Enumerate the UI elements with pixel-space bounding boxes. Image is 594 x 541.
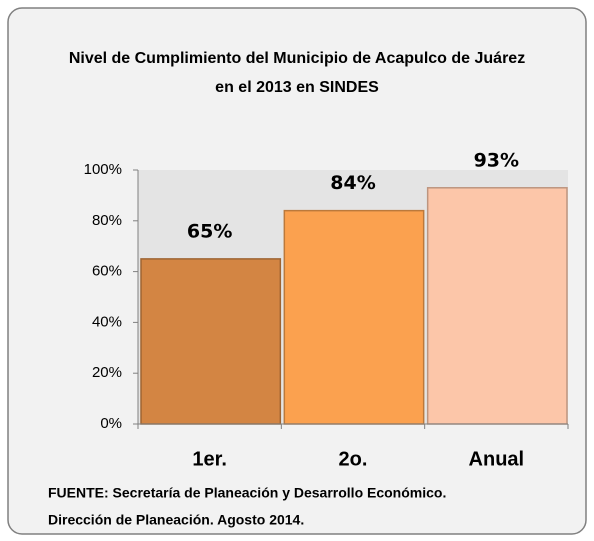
x-tick-label: Anual	[469, 448, 525, 470]
bar	[140, 258, 282, 425]
chart-title: en el 2013 en SINDES	[215, 79, 379, 96]
value-label: 65%	[187, 220, 232, 242]
source: FUENTE: Secretaría de Planeación y Desar…	[48, 485, 446, 501]
y-tick-label: 80%	[92, 212, 122, 229]
x-tick-label: 1er.	[192, 448, 226, 470]
x-tick-label: 2o.	[339, 448, 368, 470]
y-tick-label: 40%	[92, 313, 122, 330]
source: Dirección de Planeación. Agosto 2014.	[48, 512, 304, 528]
y-tick-label: 20%	[92, 364, 122, 381]
y-tick-label: 100%	[84, 161, 122, 178]
bar	[283, 209, 425, 425]
value-label: 93%	[474, 149, 519, 171]
bar	[426, 187, 568, 425]
chart-title: Nivel de Cumplimiento del Municipio de A…	[69, 50, 525, 67]
y-tick-label: 60%	[92, 263, 122, 280]
y-tick-label: 0%	[100, 415, 122, 432]
value-label: 84%	[330, 172, 375, 194]
